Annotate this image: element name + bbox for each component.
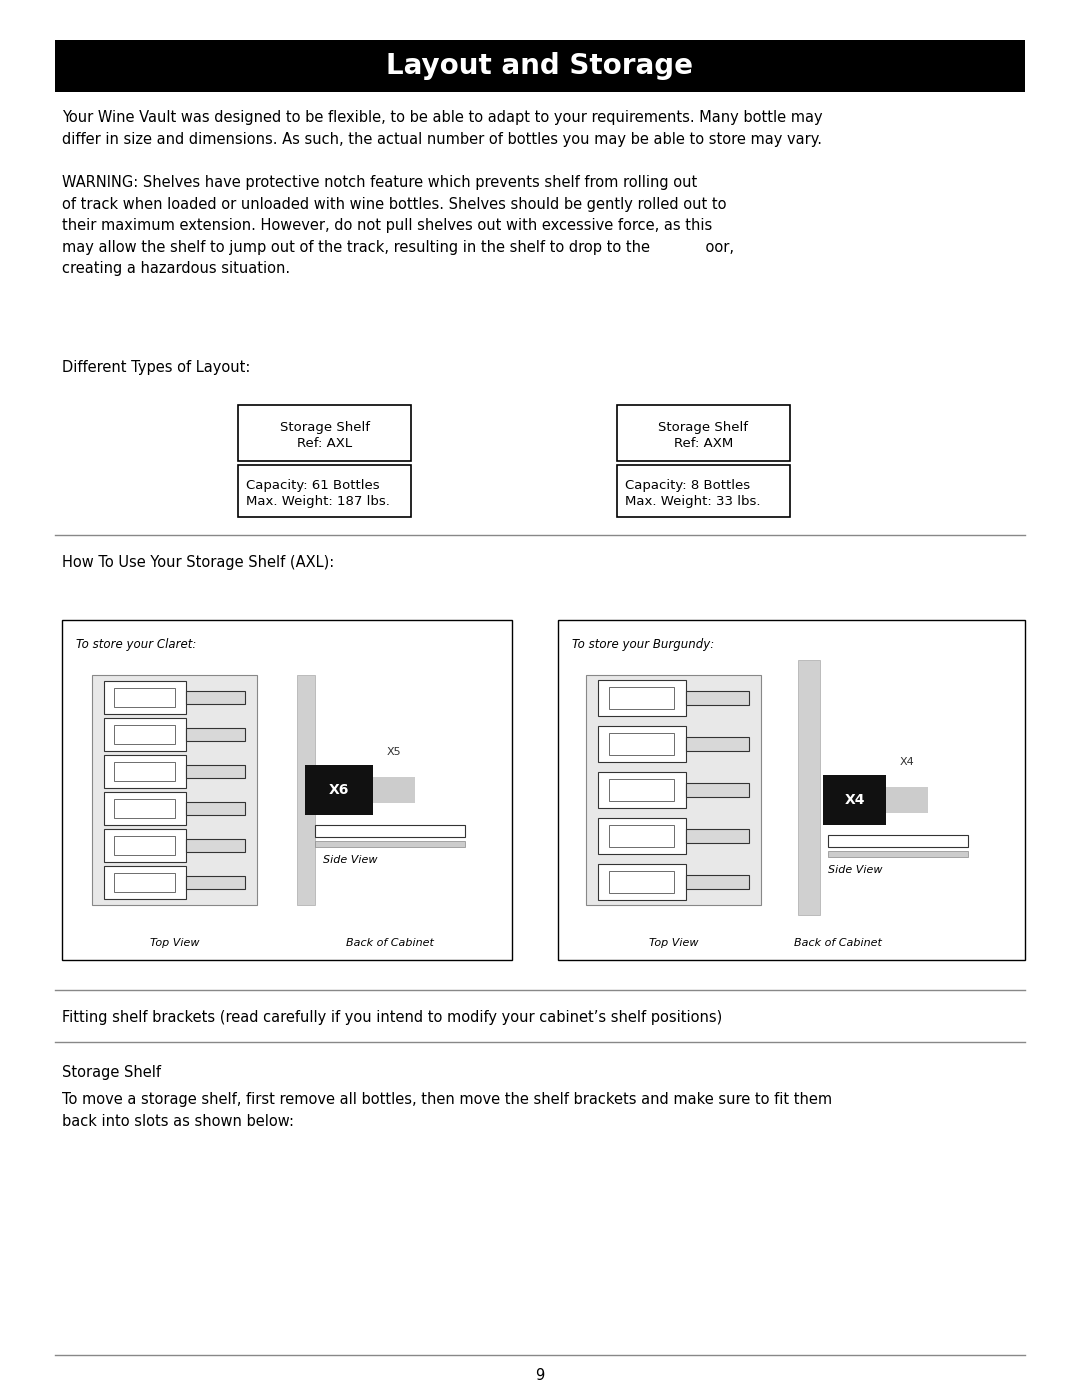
Bar [55,41,1025,92]
Bar [104,754,186,788]
Bar [186,802,245,814]
Bar [823,775,886,826]
Text: Capacity: 8 Bottles: Capacity: 8 Bottles [625,479,751,492]
Bar [186,876,245,888]
Text: Max. Weight: 33 lbs.: Max. Weight: 33 lbs. [625,495,760,509]
Bar [92,675,257,905]
Bar [686,738,750,750]
Text: Top View: Top View [649,937,699,949]
Text: To move a storage shelf, first remove all bottles, then move the shelf brackets : To move a storage shelf, first remove al… [62,1092,832,1129]
Text: X6: X6 [329,782,349,798]
Bar [598,773,686,807]
Bar [886,787,928,813]
Bar [828,835,968,847]
Bar [686,830,750,842]
Bar [113,873,175,893]
Bar [104,828,186,862]
Bar [113,725,175,745]
Bar [828,851,968,856]
Bar [598,680,686,717]
Bar [113,835,175,855]
Bar [238,465,411,517]
Text: X4: X4 [845,793,865,807]
Text: Side View: Side View [323,855,378,865]
Text: Storage Shelf: Storage Shelf [280,420,369,434]
Bar [238,405,411,461]
Bar [798,659,820,915]
Text: Back of Cabinet: Back of Cabinet [794,937,882,949]
Text: Your Wine Vault was designed to be flexible, to be able to adapt to your require: Your Wine Vault was designed to be flexi… [62,110,823,147]
Bar [374,777,415,803]
Bar [608,872,674,893]
Text: X4: X4 [900,757,915,767]
Bar [608,780,674,800]
Text: 9: 9 [536,1368,544,1383]
Text: Back of Cabinet: Back of Cabinet [346,937,434,949]
Bar [598,863,686,900]
Bar [305,766,374,814]
Text: To store your Claret:: To store your Claret: [76,638,197,651]
Bar [686,784,750,796]
Bar [617,465,789,517]
Bar [113,687,175,707]
Bar [315,826,465,837]
Bar [62,620,512,960]
Bar [598,819,686,854]
Text: Ref: AXL: Ref: AXL [297,437,352,450]
Bar [315,841,465,847]
Bar [104,866,186,900]
Bar [598,726,686,761]
Text: Layout and Storage: Layout and Storage [387,52,693,80]
Text: Storage Shelf: Storage Shelf [62,1065,161,1080]
Bar [558,620,1025,960]
Text: Different Types of Layout:: Different Types of Layout: [62,360,251,374]
Text: Capacity: 61 Bottles: Capacity: 61 Bottles [246,479,380,492]
Text: To store your Burgundy:: To store your Burgundy: [572,638,714,651]
Bar [104,792,186,826]
Text: Max. Weight: 187 lbs.: Max. Weight: 187 lbs. [246,495,390,509]
Text: Fitting shelf brackets (read carefully if you intend to modify your cabinet’s sh: Fitting shelf brackets (read carefully i… [62,1010,723,1025]
Bar [186,728,245,740]
Bar [608,733,674,754]
Bar [186,766,245,778]
Bar [104,718,186,752]
Bar [686,692,750,705]
Bar [617,405,789,461]
Text: Ref: AXM: Ref: AXM [674,437,733,450]
Bar [608,826,674,847]
Text: How To Use Your Storage Shelf (AXL):: How To Use Your Storage Shelf (AXL): [62,555,334,570]
Bar [113,799,175,819]
Bar [186,840,245,852]
Text: X5: X5 [387,747,402,757]
Bar [297,675,315,905]
Bar [186,692,245,704]
Bar [113,761,175,781]
Text: Side View: Side View [828,865,882,875]
Bar [104,680,186,714]
Bar [686,875,750,888]
Bar [586,675,761,905]
Bar [608,687,674,708]
Text: Storage Shelf: Storage Shelf [659,420,748,434]
Text: WARNING: Shelves have protective notch feature which prevents shelf from rolling: WARNING: Shelves have protective notch f… [62,175,734,277]
Text: Top View: Top View [150,937,199,949]
